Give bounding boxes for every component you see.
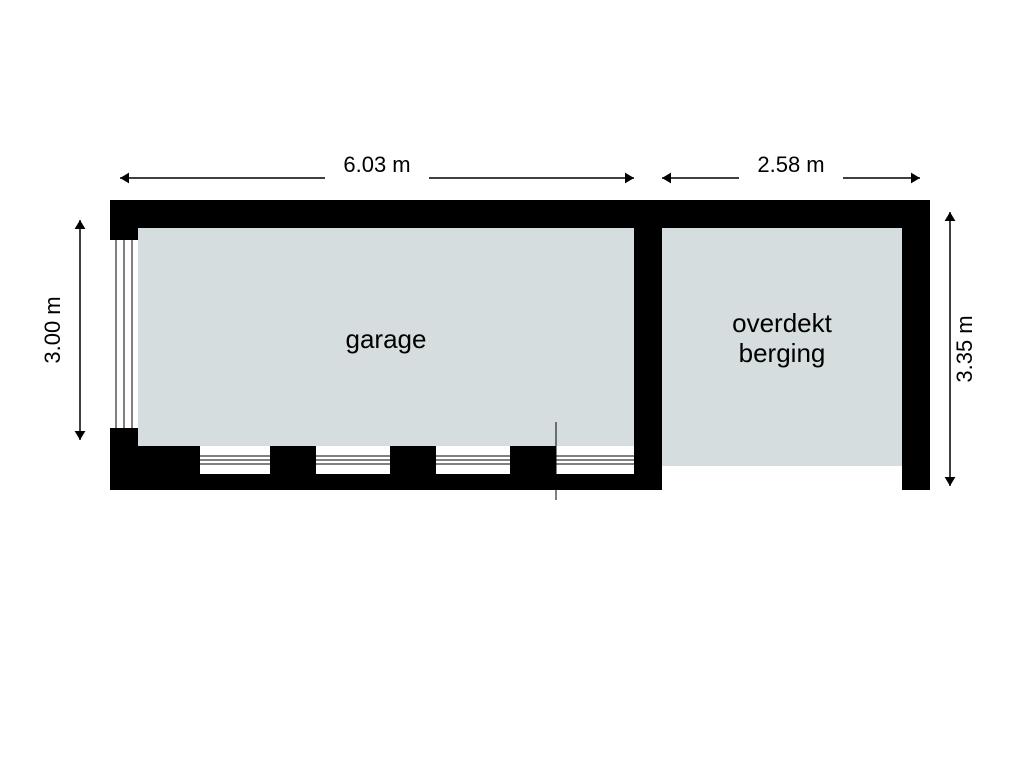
wall-pier [510, 446, 556, 474]
dimension-label: 6.03 m [343, 152, 410, 177]
room-label-berging: overdekt [732, 308, 832, 338]
room-label-garage: garage [346, 324, 427, 354]
dimension-label: 2.58 m [757, 152, 824, 177]
dimension-label: 3.00 m [40, 296, 65, 363]
room-label-berging: berging [739, 338, 826, 368]
berging-open-side [662, 466, 902, 490]
inner-wall [634, 200, 662, 466]
wall-pier [902, 462, 930, 490]
wall-pier [270, 446, 316, 474]
dimension-label: 3.35 m [952, 315, 977, 382]
wall-pier [390, 446, 436, 474]
wall-pier [634, 446, 662, 474]
wall-pier [110, 446, 200, 474]
